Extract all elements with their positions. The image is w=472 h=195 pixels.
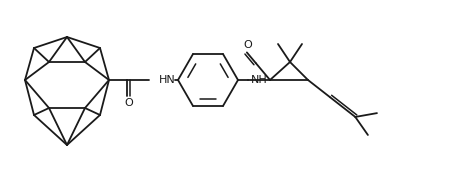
Text: O: O xyxy=(244,40,252,51)
Text: HN: HN xyxy=(159,75,176,85)
Text: NH: NH xyxy=(251,75,268,85)
Text: O: O xyxy=(124,98,133,108)
